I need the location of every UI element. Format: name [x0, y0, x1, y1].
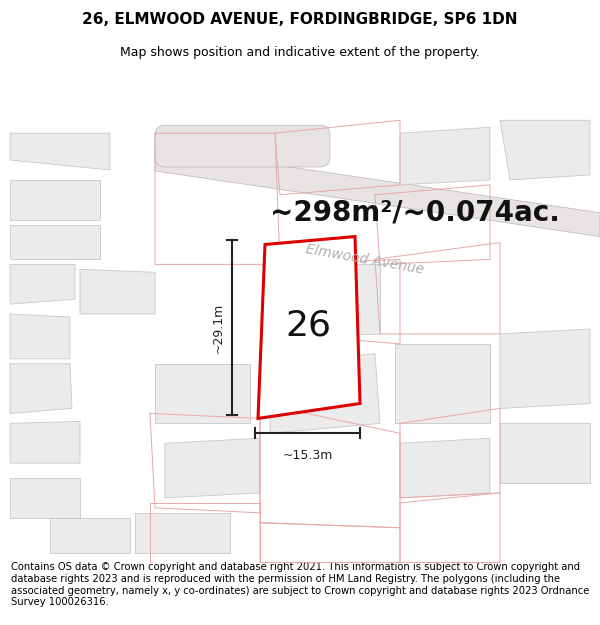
Polygon shape: [400, 438, 490, 498]
Polygon shape: [10, 314, 70, 359]
Polygon shape: [10, 421, 80, 463]
Polygon shape: [258, 236, 360, 418]
Polygon shape: [165, 438, 260, 498]
Text: Map shows position and indicative extent of the property.: Map shows position and indicative extent…: [120, 46, 480, 59]
Text: 26, ELMWOOD AVENUE, FORDINGBRIDGE, SP6 1DN: 26, ELMWOOD AVENUE, FORDINGBRIDGE, SP6 1…: [82, 12, 518, 27]
Text: Elmwood Avenue: Elmwood Avenue: [305, 242, 425, 277]
Polygon shape: [10, 478, 80, 518]
Polygon shape: [395, 344, 490, 423]
Polygon shape: [155, 147, 600, 236]
Text: Contains OS data © Crown copyright and database right 2021. This information is : Contains OS data © Crown copyright and d…: [11, 562, 589, 608]
Polygon shape: [80, 269, 155, 314]
Text: ~29.1m: ~29.1m: [212, 302, 224, 352]
Polygon shape: [10, 224, 100, 259]
Polygon shape: [270, 354, 380, 433]
Polygon shape: [10, 180, 100, 219]
Polygon shape: [135, 512, 230, 552]
Polygon shape: [500, 423, 590, 483]
Text: 26: 26: [285, 309, 331, 343]
Polygon shape: [500, 120, 590, 180]
Polygon shape: [155, 364, 250, 423]
Polygon shape: [10, 133, 110, 170]
Polygon shape: [500, 329, 590, 409]
Polygon shape: [10, 264, 75, 304]
Polygon shape: [275, 264, 380, 334]
Text: ~298m²/~0.074ac.: ~298m²/~0.074ac.: [270, 199, 560, 227]
Polygon shape: [400, 127, 490, 185]
Text: ~15.3m: ~15.3m: [283, 449, 332, 462]
FancyBboxPatch shape: [155, 125, 330, 167]
Polygon shape: [50, 518, 130, 552]
Polygon shape: [10, 364, 72, 414]
